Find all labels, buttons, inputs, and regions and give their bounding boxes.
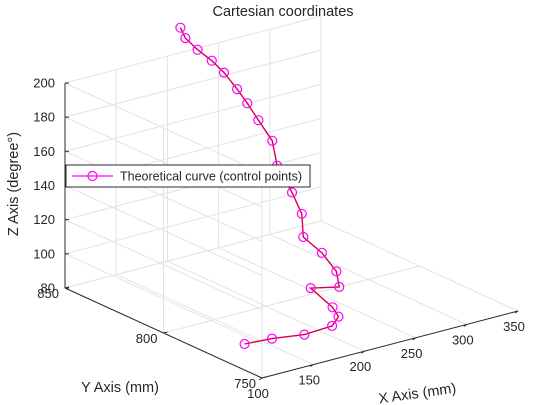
x-tick-label: 150 — [298, 373, 320, 388]
y-tick-label: 750 — [234, 376, 256, 391]
side-wall-grid-line-z — [64, 116, 263, 208]
x-tick-label: 350 — [503, 319, 525, 334]
z-tick-label: 140 — [33, 178, 55, 193]
y-axis-label: Y Axis (mm) — [81, 380, 159, 396]
z-tick-label: 200 — [33, 76, 55, 91]
control-point-marker — [239, 338, 250, 350]
side-wall-grid-line-z — [64, 82, 263, 174]
z-axis-label: Z Axis (degree°) — [6, 132, 22, 236]
x-axis-line — [261, 310, 519, 379]
back-wall-grid-line-z — [64, 49, 322, 118]
control-point-marker — [327, 320, 338, 331]
x-tick-label: 100 — [247, 386, 269, 401]
back-wall-grid-line-z — [64, 220, 322, 289]
control-point-marker — [327, 302, 338, 313]
side-wall-grid-line-z — [64, 185, 263, 276]
x-tick-label: 200 — [350, 359, 372, 374]
x-tick-mark — [258, 377, 263, 381]
control-point-marker — [180, 32, 191, 44]
legend-label: Theoretical curve (control points) — [120, 170, 302, 184]
series-line — [179, 27, 341, 345]
control-point-marker — [331, 266, 342, 277]
axes-box — [64, 82, 519, 381]
series-theoretical-curve — [175, 22, 345, 350]
control-point-marker — [299, 329, 310, 340]
z-tick-label: 120 — [33, 212, 55, 227]
side-wall-grid-line-z — [64, 253, 263, 345]
control-point-marker — [296, 208, 307, 219]
control-point-marker — [253, 115, 264, 126]
y-tick-label: 850 — [37, 286, 59, 301]
control-point-marker — [298, 231, 309, 243]
control-point-marker — [334, 281, 345, 292]
chart-title: Cartesian coordinates — [212, 4, 353, 20]
x-tick-mark — [309, 364, 314, 368]
back-wall-grid-line-z — [64, 186, 322, 255]
z-tick-label: 80 — [41, 281, 55, 296]
control-point-marker — [232, 83, 243, 95]
z-tick-label: 100 — [33, 246, 55, 261]
control-point-marker — [206, 55, 217, 66]
x-tick-mark — [514, 310, 519, 314]
x-axis-label: X Axis (mm) — [378, 381, 458, 405]
y-tick-mark — [163, 331, 168, 334]
y-tick-label: 800 — [136, 331, 158, 346]
control-point-marker — [266, 333, 278, 344]
x-tick-mark — [463, 323, 468, 327]
control-point-marker — [316, 247, 327, 258]
control-point-marker — [242, 98, 253, 109]
control-point-marker — [267, 135, 278, 146]
legend: Theoretical curve (control points) — [65, 164, 311, 188]
legend-marker-sample — [87, 170, 98, 182]
side-wall-grid-line-z — [64, 219, 263, 311]
y-tick-mark — [261, 376, 267, 379]
x-tick-label: 300 — [452, 332, 474, 347]
x-tick-label: 250 — [401, 346, 423, 361]
back-wall-grid-line-z — [64, 83, 322, 152]
z-tick-label: 180 — [33, 110, 55, 125]
control-point-marker — [333, 311, 344, 322]
legend-box — [65, 164, 311, 188]
control-point-marker — [286, 187, 298, 198]
x-tick-mark — [361, 350, 365, 354]
x-tick-mark — [412, 337, 416, 341]
z-tick-label: 160 — [33, 144, 55, 159]
control-point-marker — [192, 44, 203, 55]
control-point-marker — [305, 283, 316, 294]
floor-grid-line-y — [163, 265, 420, 334]
control-point-marker — [175, 22, 186, 33]
control-point-marker — [218, 67, 230, 78]
